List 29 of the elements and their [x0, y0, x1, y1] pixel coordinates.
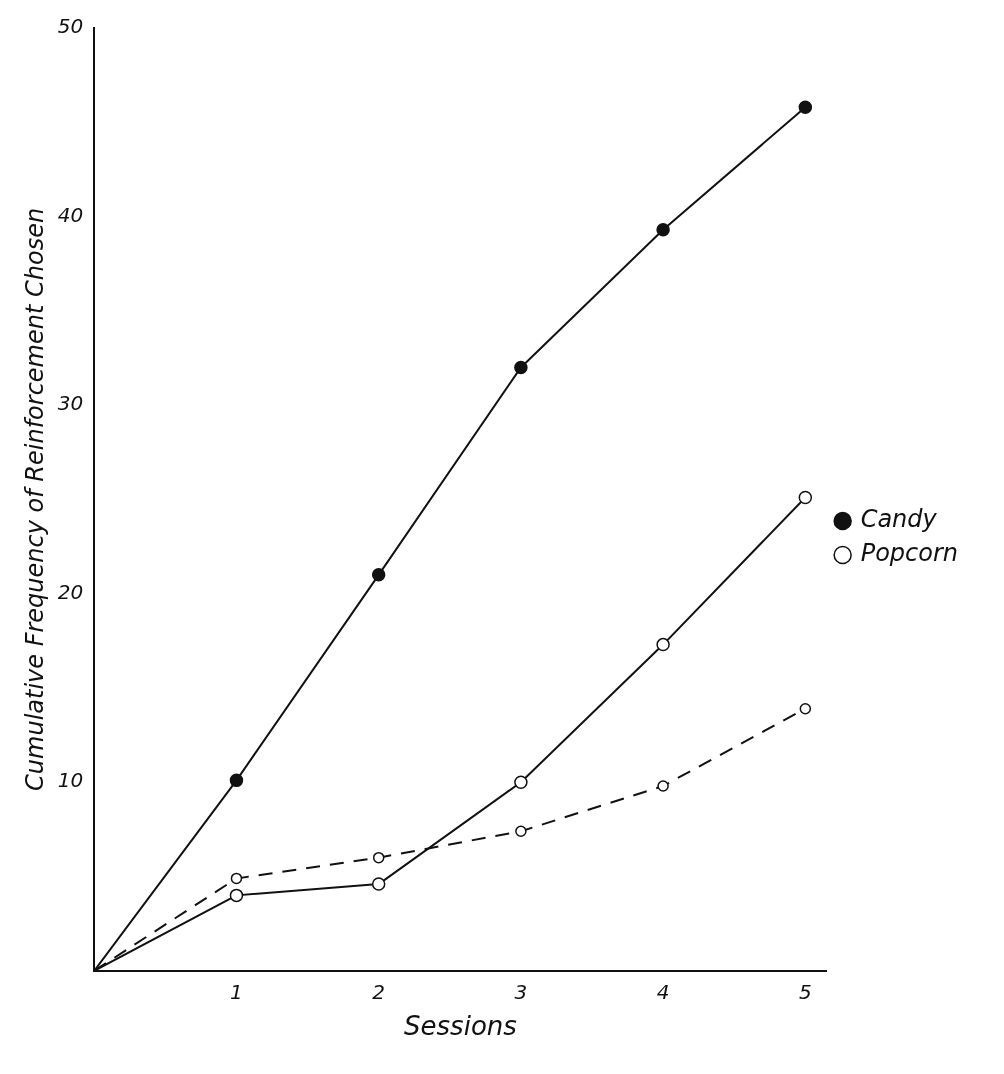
- x-tick-label: 4: [656, 980, 670, 1004]
- point: [229, 773, 244, 788]
- legend-label: Popcorn: [860, 539, 959, 568]
- point: [656, 637, 670, 652]
- point: [372, 851, 385, 864]
- point: [229, 888, 244, 903]
- point: [515, 825, 527, 838]
- x-axis-title: Sessions: [404, 1011, 517, 1042]
- point: [799, 702, 812, 715]
- point: [656, 223, 670, 237]
- x-tick-label: 2: [372, 980, 386, 1004]
- point: [798, 100, 813, 114]
- point: [230, 872, 243, 885]
- y-axis-title: Cumulative Frequency of Reinforcement Chosen: [20, 207, 49, 791]
- x-tick-label: 3: [514, 980, 528, 1004]
- y-tick-label: 10: [57, 768, 84, 793]
- legend-label: Candy: [860, 505, 938, 534]
- y-tick-label: 30: [57, 391, 84, 416]
- y-tick-label: 50: [57, 14, 84, 39]
- y-tick-label: 40: [57, 202, 84, 227]
- point: [371, 568, 386, 582]
- point: [657, 780, 669, 792]
- point: [514, 775, 528, 789]
- x-tick-label: 5: [798, 980, 812, 1004]
- point: [514, 360, 528, 375]
- point: [798, 490, 813, 505]
- point: [371, 877, 386, 891]
- x-tick-label: 1: [230, 980, 243, 1004]
- y-tick-label: 20: [57, 579, 84, 604]
